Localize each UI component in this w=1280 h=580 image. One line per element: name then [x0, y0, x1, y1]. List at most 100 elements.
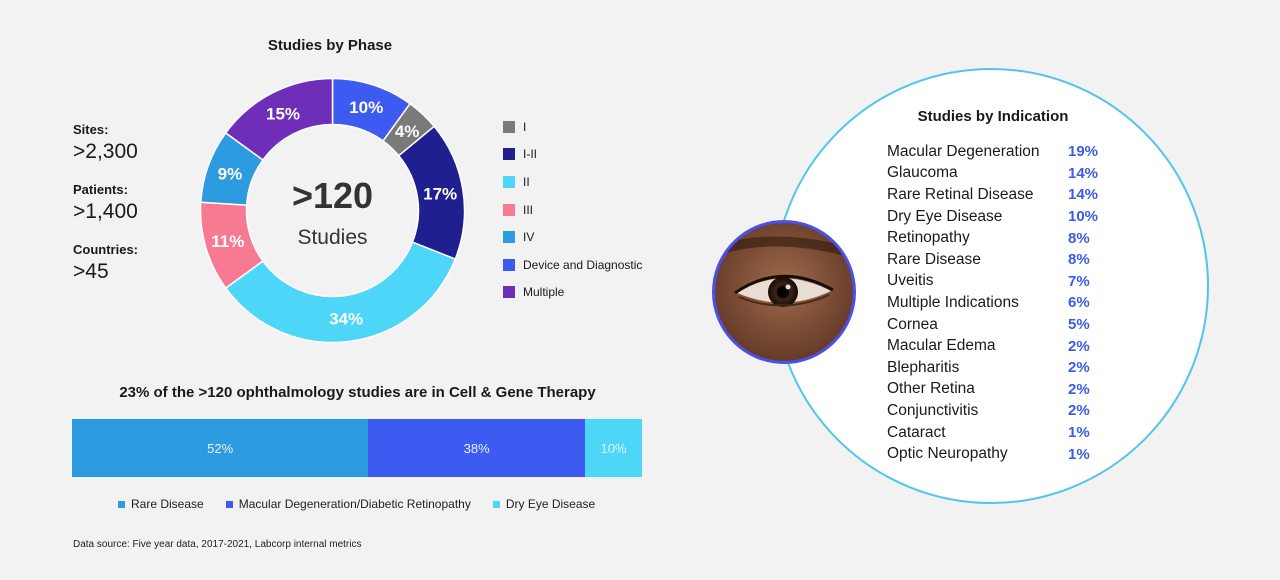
stat-value: >2,300	[73, 140, 138, 163]
legend-swatch	[503, 231, 515, 244]
indication-row: Conjunctivitis 2%	[887, 400, 1098, 422]
stat-label: Patients:	[73, 182, 128, 197]
stat-countries: Countries: >45	[73, 242, 183, 284]
legend-swatch	[503, 148, 515, 161]
legend-label: I-II	[523, 147, 537, 162]
indication-row: Cornea 5%	[887, 314, 1098, 336]
indication-name: Other Retina	[887, 380, 975, 398]
legend-label: II	[523, 174, 530, 189]
indication-table: Macular Degeneration 19% Glaucoma 14% Rare R…	[887, 141, 1098, 465]
donut-slice-label: 11%	[211, 232, 244, 251]
legend-item: I-II	[503, 141, 642, 169]
indication-percent: 7%	[1068, 272, 1090, 290]
indication-row: Macular Edema 2%	[887, 335, 1098, 357]
indication-row: Multiple Indications 6%	[887, 292, 1098, 314]
indication-percent: 2%	[1068, 380, 1090, 398]
legend-swatch	[503, 175, 515, 188]
indication-name: Multiple Indications	[887, 293, 1019, 311]
legend-label: III	[523, 202, 534, 217]
indication-name: Glaucoma	[887, 164, 958, 182]
indication-percent: 10%	[1068, 208, 1099, 226]
stats-panel: Sites: >2,300 Patients: >1,400 Countries…	[73, 122, 183, 302]
indication-row: Uveitis 7%	[887, 271, 1098, 293]
indication-name: Blepharitis	[887, 358, 960, 376]
donut-title: Studies by Phase	[267, 37, 393, 54]
indication-percent: 1%	[1068, 424, 1090, 442]
indication-row: Macular Degeneration 19%	[887, 141, 1098, 163]
legend-label: Multiple	[523, 285, 565, 300]
legend-swatch	[503, 203, 515, 216]
bar-legend-swatch	[225, 500, 233, 508]
legend-item: I	[503, 113, 642, 141]
donut-center-value: >120	[292, 175, 373, 216]
data-source-note: Data source: Five year data, 2017-2021, …	[73, 539, 362, 550]
indication-name: Uveitis	[887, 272, 934, 290]
indication-name: Macular Edema	[887, 337, 996, 355]
indication-row: Dry Eye Disease 10%	[887, 206, 1098, 228]
indication-row: Cataract 1%	[887, 422, 1098, 444]
stat-label: Sites:	[73, 122, 109, 137]
legend-item: II	[503, 168, 642, 196]
bar-segment-macular-degeneration-diabetic-retinopathy: 38%	[368, 419, 585, 477]
donut-slice-label: 4%	[395, 122, 420, 141]
indication-percent: 2%	[1068, 359, 1090, 377]
legend-label: Device and Diagnostic	[523, 257, 643, 272]
indication-percent: 5%	[1068, 316, 1090, 334]
cgt-bar-title: 23% of the >120 ophthalmology studies ar…	[119, 384, 596, 401]
legend-item: IV	[503, 223, 642, 251]
indication-percent: 8%	[1068, 229, 1090, 247]
indication-name: Macular Degeneration	[887, 142, 1040, 160]
indication-row: Rare Disease 8%	[887, 249, 1098, 271]
indication-name: Cornea	[887, 315, 938, 333]
legend-swatch	[503, 120, 515, 133]
indication-row: Retinopathy 8%	[887, 227, 1098, 249]
legend-swatch	[503, 258, 515, 271]
indication-percent: 2%	[1068, 402, 1090, 420]
bar-legend-label: Macular Degeneration/Diabetic Retinopath…	[238, 497, 471, 511]
indication-title: Studies by Indication	[917, 108, 1069, 125]
legend-swatch	[503, 286, 515, 299]
indication-percent: 2%	[1068, 337, 1090, 355]
legend-item: Device and Diagnostic	[503, 251, 642, 279]
indication-percent: 19%	[1068, 143, 1099, 161]
indication-percent: 14%	[1068, 186, 1099, 204]
legend-label: I	[523, 119, 527, 134]
donut-slice-label: 9%	[218, 165, 243, 184]
indication-name: Conjunctivitis	[887, 401, 979, 419]
donut-slice-label: 10%	[349, 98, 383, 117]
eye-photo	[712, 220, 856, 364]
bar-legend-item: Macular Degeneration/Diabetic Retinopath…	[225, 497, 471, 511]
bar-legend-swatch	[492, 500, 500, 508]
bar-legend-label: Dry Eye Disease	[505, 497, 596, 511]
indication-name: Cataract	[887, 423, 946, 441]
donut-center-label: Studies	[297, 226, 367, 249]
indication-percent: 8%	[1068, 251, 1090, 269]
indication-row: Blepharitis 2%	[887, 357, 1098, 379]
phase-legend: I I-II II III IV Device and Diagnostic Multipl…	[503, 113, 642, 306]
cgt-bar-legend: Rare Disease Macular Degeneration/Diabeti…	[118, 497, 617, 511]
indication-name: Retinopathy	[887, 229, 970, 247]
stat-patients: Patients: >1,400	[73, 182, 183, 224]
donut-slice-label: 34%	[329, 310, 363, 329]
bar-legend-label: Rare Disease	[131, 497, 204, 511]
indication-name: Optic Neuropathy	[887, 445, 1008, 463]
indication-name: Dry Eye Disease	[887, 207, 1003, 225]
indication-row: Other Retina 2%	[887, 379, 1098, 401]
cgt-stacked-bar: 52% 38% 10%	[72, 419, 642, 477]
indication-percent: 14%	[1068, 164, 1099, 182]
indication-percent: 1%	[1068, 445, 1090, 463]
donut-slice-label: 15%	[266, 104, 300, 123]
legend-label: IV	[523, 230, 535, 245]
indication-row: Glaucoma 14%	[887, 163, 1098, 185]
indication-percent: 6%	[1068, 294, 1090, 312]
donut-slice-label: 17%	[423, 184, 457, 203]
phase-donut-chart: 10% 4% 17% 34% 11% 9% 15% >120 Studies	[199, 77, 466, 344]
bar-segment-dry-eye-disease: 10%	[584, 419, 642, 477]
legend-item: Multiple	[503, 279, 642, 307]
stat-value: >45	[73, 260, 109, 283]
donut-slice-multiple	[224, 77, 334, 161]
bar-legend-item: Rare Disease	[118, 497, 204, 511]
donut-slice-ii	[224, 241, 457, 344]
indication-row: Rare Retinal Disease 14%	[887, 184, 1098, 206]
indication-name: Rare Disease	[887, 250, 981, 268]
